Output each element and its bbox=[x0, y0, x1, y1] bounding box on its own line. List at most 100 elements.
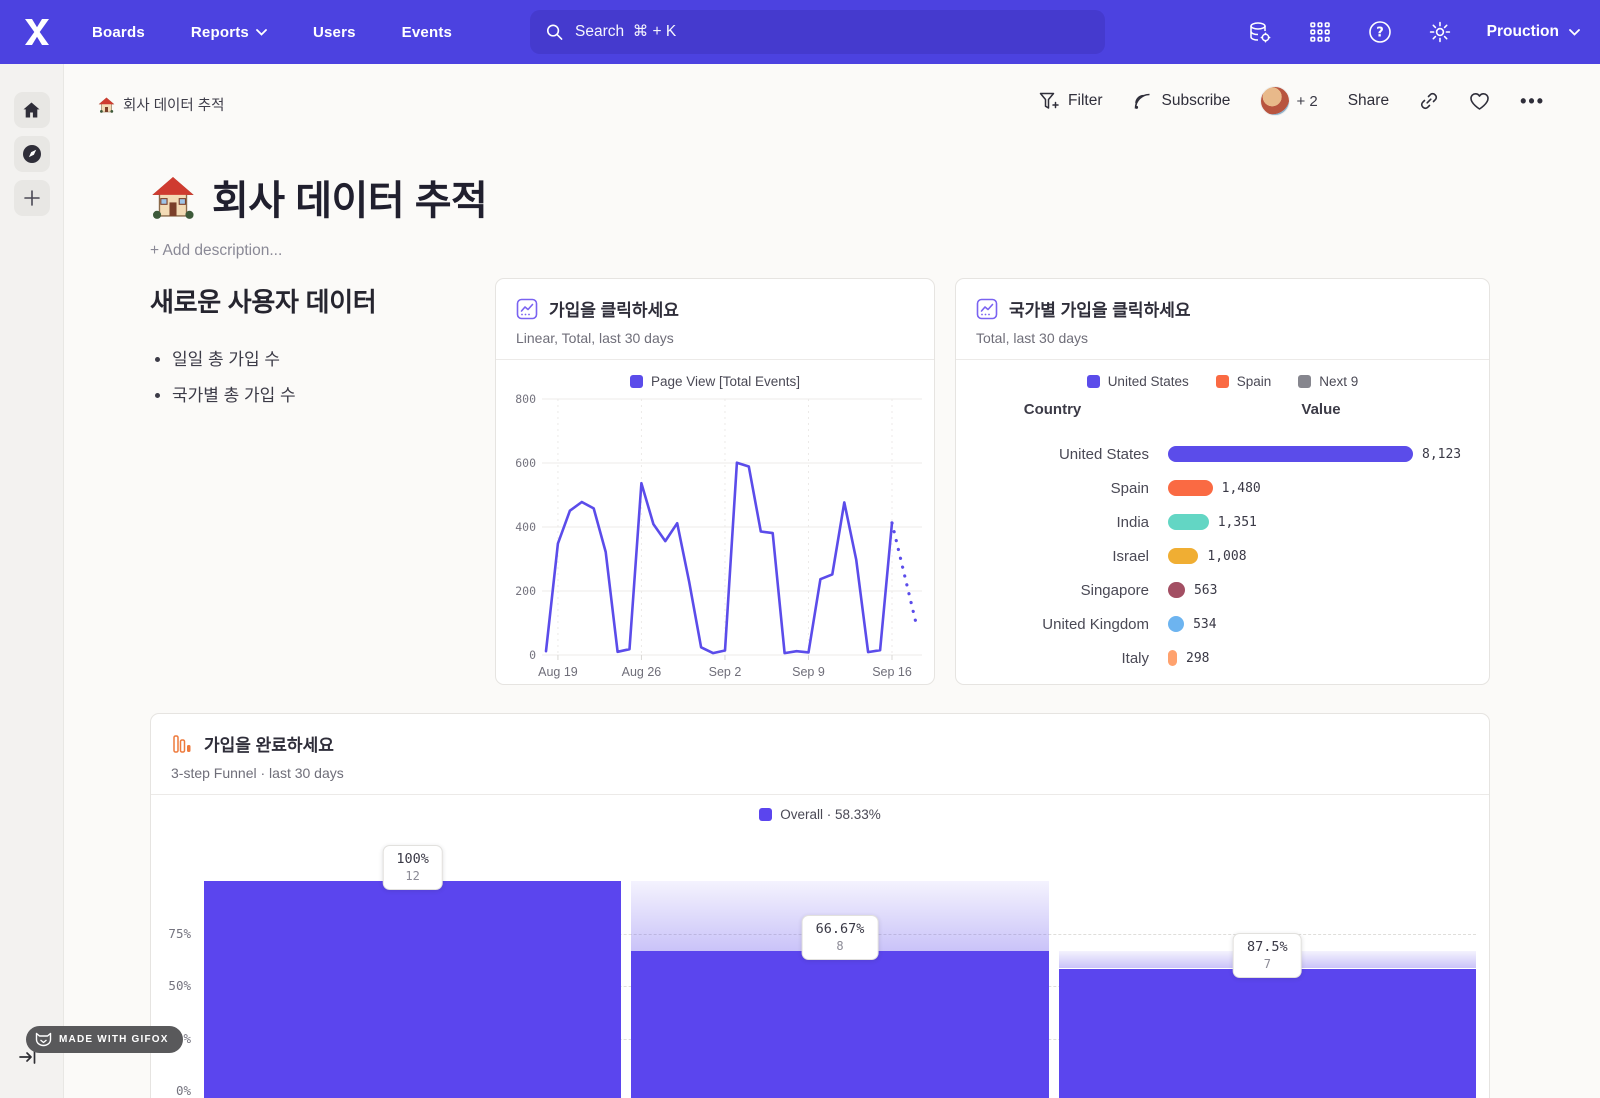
top-nav: Boards Reports Users Events ? Prouction bbox=[0, 0, 1600, 64]
add-description[interactable]: + Add description... bbox=[150, 242, 283, 259]
country-row[interactable]: Italy 298 bbox=[956, 641, 1489, 675]
funnel-y-tick: 0% bbox=[175, 1083, 191, 1098]
board-topbar: 회사 데이터 추적 Filter Subscribe + 2 Share ••• bbox=[64, 64, 1600, 144]
nav-item-boards[interactable]: Boards bbox=[92, 23, 145, 41]
country-bar bbox=[1168, 684, 1182, 685]
favorite-button[interactable] bbox=[1469, 92, 1490, 111]
breadcrumb[interactable]: 회사 데이터 추적 bbox=[98, 94, 224, 115]
line-chart-icon bbox=[976, 298, 998, 319]
nav-item-users[interactable]: Users bbox=[312, 23, 356, 41]
country-row[interactable]: United States 8,123 bbox=[956, 437, 1489, 471]
svg-text:Aug 26: Aug 26 bbox=[622, 665, 662, 679]
share-button[interactable]: Share bbox=[1347, 92, 1390, 109]
funnel-y-tick: 50% bbox=[168, 978, 191, 993]
house-emoji-icon bbox=[98, 97, 115, 113]
collapse-sidebar-button[interactable] bbox=[18, 1048, 38, 1066]
country-value: 1,480 bbox=[1221, 480, 1261, 496]
country-row[interactable]: Israel 1,008 bbox=[956, 539, 1489, 573]
country-bar-chart-card[interactable]: 국가별 가입을 클릭하세요 Total, last 30 days United… bbox=[955, 278, 1490, 685]
create-board-button[interactable] bbox=[13, 180, 50, 216]
compass-icon bbox=[22, 145, 41, 163]
search-bar[interactable] bbox=[530, 10, 1105, 54]
country-value: 298 bbox=[1186, 650, 1210, 666]
home-button[interactable] bbox=[13, 92, 50, 128]
line-chart-legend[interactable]: Page View [Total Events] bbox=[496, 374, 934, 389]
column-header-country: Country bbox=[1023, 401, 1082, 418]
svg-text:?: ? bbox=[1376, 26, 1384, 41]
subscribe-button[interactable]: Subscribe bbox=[1133, 92, 1230, 111]
house-emoji bbox=[152, 176, 194, 219]
country-row[interactable]: United Kingdom 534 bbox=[956, 607, 1489, 641]
country-label: United States bbox=[1058, 445, 1149, 463]
card-subtitle: Linear, Total, last 30 days bbox=[516, 330, 674, 346]
line-chart-card[interactable]: 가입을 클릭하세요 Linear, Total, last 30 days Pa… bbox=[495, 278, 935, 685]
card-title-text: 가입을 완료하세요 bbox=[204, 736, 334, 755]
data-management-icon[interactable] bbox=[1247, 19, 1273, 45]
mixpanel-logo-icon[interactable] bbox=[20, 15, 54, 49]
column-header-value: Value bbox=[1301, 401, 1341, 418]
home-icon bbox=[23, 102, 40, 117]
search-input[interactable] bbox=[575, 23, 1089, 41]
help-icon[interactable]: ? bbox=[1367, 19, 1393, 45]
country-row[interactable]: Singapore 563 bbox=[956, 573, 1489, 607]
gifox-watermark: MADE WITH GIFOX bbox=[26, 1026, 183, 1053]
svg-text:Sep 2: Sep 2 bbox=[709, 665, 742, 679]
country-value: 1,008 bbox=[1207, 548, 1247, 564]
left-sidebar bbox=[0, 64, 64, 1098]
country-row[interactable]: Spain 1,480 bbox=[956, 471, 1489, 505]
country-rows: United States 8,123 Spain 1,480 India 1,351 Is… bbox=[956, 437, 1489, 685]
funnel-conversion-badge: 66.67% 8 bbox=[801, 914, 879, 960]
legend-swatch bbox=[1298, 375, 1312, 388]
country-label: Singapore bbox=[1080, 581, 1149, 599]
nav-item-reports[interactable]: Reports bbox=[191, 24, 267, 41]
country-row[interactable]: India 1,351 bbox=[956, 505, 1489, 539]
funnel-chart-icon bbox=[173, 734, 191, 753]
settings-gear-icon[interactable] bbox=[1427, 19, 1453, 45]
funnel-chart-card[interactable]: 가입을 완료하세요 3-step Funnel · last 30 days O… bbox=[150, 713, 1490, 1098]
text-widget[interactable]: 새로운 사용자 데이터 일일 총 가입 수 국가별 총 가입 수 bbox=[150, 282, 490, 417]
svg-text:Sep 16: Sep 16 bbox=[872, 665, 912, 679]
country-bar[interactable] bbox=[1168, 650, 1177, 666]
legend-swatch bbox=[1086, 375, 1100, 388]
text-widget-bullet: 일일 총 가입 수 bbox=[172, 345, 490, 370]
collaborators[interactable]: + 2 bbox=[1260, 86, 1318, 116]
breadcrumb-title: 회사 데이터 추적 bbox=[123, 98, 225, 114]
apps-grid-icon[interactable] bbox=[1307, 19, 1333, 45]
country-bar[interactable] bbox=[1168, 582, 1185, 598]
country-bar[interactable] bbox=[1168, 616, 1185, 632]
collaborators-extra-count: + 2 bbox=[1296, 92, 1318, 110]
country-bar[interactable] bbox=[1168, 480, 1213, 496]
board-actions: Filter Subscribe + 2 Share ••• bbox=[1039, 86, 1545, 116]
legend-swatch bbox=[629, 375, 643, 388]
country-label: India bbox=[1116, 513, 1149, 531]
page-title: 회사 데이터 추적 bbox=[150, 168, 488, 226]
country-chart-legend[interactable]: United States Spain Next 9 bbox=[956, 374, 1489, 389]
funnel-bar-step-3[interactable] bbox=[1058, 968, 1476, 1098]
country-label: United Kingdom bbox=[1042, 615, 1149, 633]
project-switcher[interactable]: Prouction bbox=[1487, 23, 1580, 41]
country-bar[interactable] bbox=[1168, 514, 1209, 530]
nav-menu: Boards Reports Users Events bbox=[92, 24, 452, 41]
collapse-arrow-icon bbox=[19, 1050, 36, 1064]
discover-button[interactable] bbox=[13, 136, 50, 172]
country-bar[interactable] bbox=[1168, 446, 1413, 462]
filter-button[interactable]: Filter bbox=[1039, 92, 1103, 111]
funnel-legend[interactable]: Overall · 58.33% bbox=[151, 807, 1489, 822]
fox-icon bbox=[35, 1032, 52, 1047]
country-bar[interactable] bbox=[1168, 548, 1199, 564]
more-options-button[interactable]: ••• bbox=[1520, 90, 1545, 111]
line-chart-icon bbox=[516, 298, 538, 319]
funnel-bar-step-1[interactable] bbox=[204, 881, 622, 1098]
chevron-down-icon bbox=[256, 28, 267, 36]
copy-link-button[interactable] bbox=[1419, 91, 1439, 111]
card-title-text: 가입을 클릭하세요 bbox=[549, 301, 679, 320]
svg-text:800: 800 bbox=[515, 392, 536, 406]
svg-text:400: 400 bbox=[515, 520, 536, 534]
funnel-bar-step-2[interactable] bbox=[631, 950, 1049, 1098]
country-label: Italy bbox=[1121, 649, 1149, 667]
line-chart-plot[interactable]: 0 200 400 600 800 Aug 19 Aug 26 Sep 2 Sep 9 Sep 1… bbox=[496, 379, 936, 684]
collaborator-avatar bbox=[1260, 86, 1291, 116]
search-icon bbox=[546, 24, 563, 40]
nav-item-events[interactable]: Events bbox=[401, 23, 453, 41]
svg-text:0: 0 bbox=[529, 648, 536, 662]
